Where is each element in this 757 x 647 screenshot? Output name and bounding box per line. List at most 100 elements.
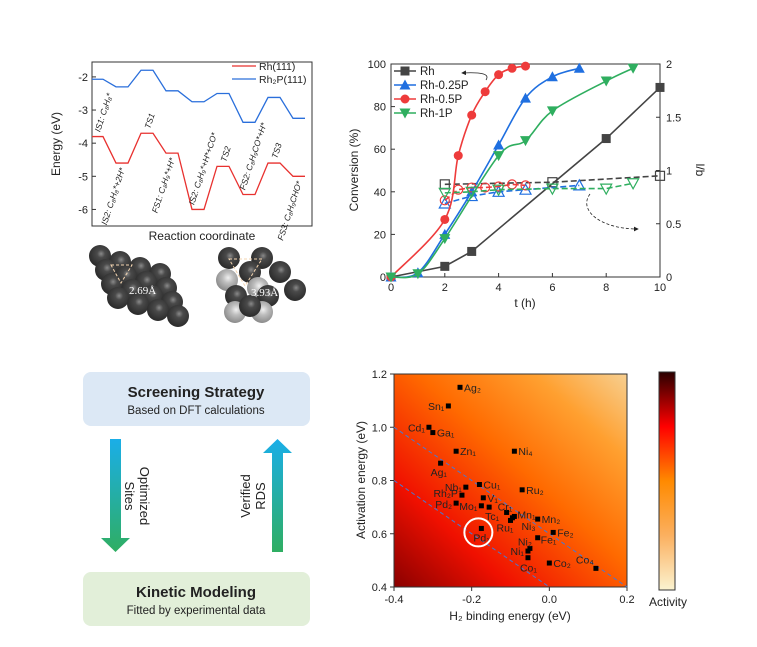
state-label: TS1 [142,112,156,130]
energy-profile-line-1 [92,69,305,123]
atom [284,279,306,301]
up-arrow-label-rds: RDS [253,482,268,510]
conversion-point-rh [655,82,665,92]
conversion-point-rh-1p [439,234,451,245]
conversion-point-rh-0-5p [440,214,450,224]
scatter-point-label: Ni₄ [518,446,532,458]
lb-point-rh-0-25p [465,189,479,202]
conversion-point-rh-0-5p [467,110,477,120]
rh-site-triangle [110,264,133,284]
lb-point-rh-1p [438,187,452,200]
energy-y-tick-label: -5 [78,171,88,183]
scatter-point-label: Cr₁ [498,501,513,513]
rh2p111-structure-image [216,247,306,323]
scatter-point-label: Mn₂ [542,514,561,526]
up-arrow-label-verified: Verified [238,474,253,517]
lb-y2-axis-label: l/b [693,164,707,177]
atom [107,287,129,309]
lb-point-rh-0-5p [439,195,450,206]
legend-label-rh111: Rh(111) [259,61,295,73]
lb-point-rh-1p [492,184,506,197]
guide-line-0 [393,426,628,588]
scatter-point [593,565,599,571]
scatter-point [453,500,459,506]
scatter-point-label: Fe₁ [541,535,557,547]
scatter-point [438,460,444,466]
conversion-point-rh-1p [546,106,558,117]
scatter-point-label: Ni₃ [521,521,535,533]
scatter-point [527,545,533,551]
legend-label-rh-0-5p: Rh-0.5P [420,94,463,106]
scatter-point-label: Cd₁ [408,422,425,434]
scatter-point-label: Fe₂ [557,527,573,539]
conversion-point-rh-0-25p [520,92,531,103]
atom [218,247,240,269]
scatter-point-label: Ag₂ [464,382,481,394]
conversion-y-axis-label: Conversion (%) [347,129,361,212]
lb-point-rh-1p [626,178,640,191]
rh2p-distance-label: 3.93Å [251,287,278,299]
conversion-y-tick-label: 0 [380,272,386,284]
conversion-point-rh-0-5p [507,63,517,73]
guide-line-1 [393,480,550,588]
scatter-point-label: Rh₂P [433,488,458,500]
scatter-point [426,424,432,430]
lb-line-rh-1p [444,182,634,194]
lb-point-rh-0-5p [453,184,464,195]
atom [147,299,169,321]
scatter-point [463,484,469,490]
scatter-point [478,525,484,531]
legend-marker-rh-0-5p [400,94,410,104]
conversion-x-tick-label: 4 [496,282,502,294]
lb-point-rh [547,177,558,188]
state-label: TS3 [269,141,283,159]
conversion-point-rh-0-5p [453,151,463,161]
conversion-y-tick-label: 60 [374,144,386,156]
scatter-y-tick-label: 0.6 [372,529,387,541]
scatter-point-label: Sn₁ [428,401,445,413]
lb-point-rh-1p [545,183,559,196]
conversion-x-tick-label: 8 [603,282,609,294]
screening-strategy-title: Screening Strategy [128,384,265,401]
scatter-point [445,403,451,409]
down-arrow [101,439,130,552]
state-label: FS2: C₈H₉CO*+H* [237,121,268,191]
down-arrow-label-optimized: Optimized [137,467,152,526]
rh2p-site-triangle [228,258,263,287]
scatter-point [535,516,541,522]
scatter-x-tick-label: -0.2 [462,594,481,606]
conversion-y-tick-label: 20 [374,229,386,241]
left-axis-arrow [461,70,488,81]
scatter-y-axis-label: Activation energy (eV) [354,421,368,539]
conversion-point-rh [467,246,477,256]
state-label: IS2: C₈H₈*+2H* [99,166,127,226]
legend-marker-rh [400,66,410,76]
energy-y-axis-label: Energy (eV) [49,112,63,176]
scatter-point-label: Ag₁ [431,467,448,479]
lb-point-rh-0-25p [572,178,586,191]
state-label: IS1: C₈H₈* [92,91,114,133]
screening-strategy-box [83,372,310,426]
scatter-point [550,529,556,535]
scatter-y-tick-label: 1.2 [372,369,387,381]
conversion-y-tick-label: 80 [374,102,386,114]
conversion-point-rh-0-25p [573,62,585,73]
scatter-y-tick-label: 1.0 [372,422,387,434]
atom [239,295,261,317]
lb-line-rh-0-25p [444,184,580,205]
scatter-point [430,430,436,436]
conversion-point-rh-0-25p [546,71,558,82]
scatter-point-label: V₁ [487,493,498,505]
scatter-point-label: Ga₁ [437,428,455,440]
lb-point-rh-0-25p [438,196,452,209]
lb-point-rh-1p [599,183,613,196]
legend-label-rh: Rh [420,66,435,78]
scatter-point-label: Nb₁ [445,482,462,494]
up-arrow [263,439,292,552]
lb-point-rh-0-5p [520,180,531,191]
scatter-x-tick-label: -0.4 [385,594,404,606]
energy-y-tick-label: -6 [78,204,88,216]
conversion-y-tick-label: 100 [368,59,386,71]
screening-strategy-subtitle: Based on DFT calculations [127,405,264,417]
